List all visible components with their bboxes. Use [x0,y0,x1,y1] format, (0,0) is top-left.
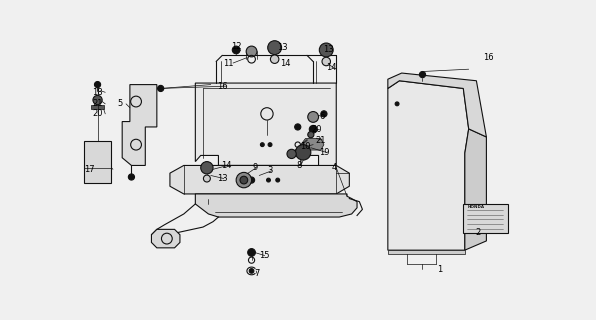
Text: 9: 9 [252,163,257,172]
Text: 14: 14 [221,161,231,170]
Circle shape [308,132,314,138]
Bar [91,105,104,109]
FancyBboxPatch shape [397,135,448,209]
Circle shape [95,82,101,88]
Circle shape [271,55,279,63]
Text: 18: 18 [92,88,103,97]
Text: 14: 14 [280,59,291,68]
Circle shape [321,111,327,117]
Text: 2: 2 [475,228,480,237]
Polygon shape [465,129,486,250]
Text: 21: 21 [92,99,103,108]
Circle shape [268,41,281,55]
Circle shape [203,175,210,182]
Text: 13: 13 [217,174,228,183]
Text: 19: 19 [319,148,329,157]
Text: 10: 10 [300,142,311,151]
Circle shape [268,143,272,147]
Text: 6: 6 [319,112,325,121]
Circle shape [260,143,264,147]
Circle shape [296,145,311,160]
Text: 8: 8 [297,161,302,170]
Text: 4: 4 [331,163,337,172]
Polygon shape [151,229,180,248]
Bar [83,141,111,183]
Polygon shape [195,194,357,217]
Text: 13: 13 [323,45,334,54]
Polygon shape [388,250,465,254]
Circle shape [246,46,257,57]
Circle shape [249,177,254,183]
Text: 13: 13 [277,43,288,52]
Circle shape [322,57,330,66]
Circle shape [240,176,248,184]
Text: 5: 5 [117,99,123,108]
Text: HONDA: HONDA [468,205,485,209]
Polygon shape [388,81,468,250]
Text: 16: 16 [483,53,493,62]
Circle shape [201,162,213,174]
Text: 15: 15 [259,251,270,260]
Text: 11: 11 [223,59,234,68]
Polygon shape [122,84,157,165]
Circle shape [236,172,252,188]
Circle shape [395,102,399,106]
Circle shape [420,71,426,78]
Circle shape [276,178,280,182]
Circle shape [232,46,240,54]
Text: 17: 17 [85,165,95,174]
Circle shape [308,112,318,122]
Circle shape [157,85,164,92]
Text: 20: 20 [92,109,103,118]
Circle shape [294,124,301,130]
Polygon shape [170,165,349,194]
Polygon shape [463,204,508,233]
Circle shape [287,149,296,158]
Circle shape [248,249,256,256]
Circle shape [249,268,254,273]
Circle shape [93,95,102,105]
Text: 21: 21 [316,136,326,145]
Text: 3: 3 [268,166,273,175]
Polygon shape [388,73,486,137]
Polygon shape [301,139,324,150]
Circle shape [309,125,317,133]
Text: 7: 7 [254,269,260,278]
Text: 1: 1 [437,265,442,274]
Circle shape [128,174,135,180]
Circle shape [319,43,333,57]
Text: 20: 20 [311,125,321,134]
Circle shape [266,178,271,182]
Text: 14: 14 [327,63,337,72]
Text: 12: 12 [231,42,241,51]
Text: 16: 16 [217,82,228,91]
Polygon shape [195,83,336,175]
